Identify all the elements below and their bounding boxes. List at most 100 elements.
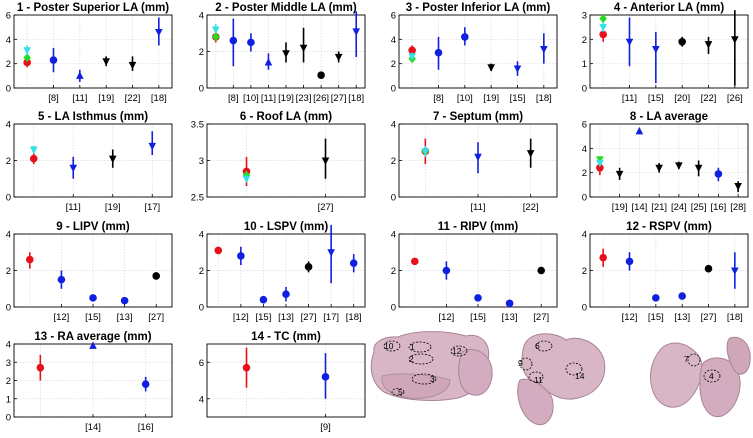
data-point	[76, 69, 84, 82]
panel-title: 10 - LSPV (mm)	[244, 221, 329, 233]
panel-14: 4 6 [9] 14 - TC (mm)	[199, 331, 366, 433]
marker-circle	[537, 266, 545, 275]
ytick-label: 0	[391, 193, 396, 204]
plot-area	[399, 15, 557, 88]
data-point	[731, 252, 739, 289]
data-point	[148, 131, 157, 156]
data-point	[89, 341, 97, 349]
data-point	[694, 160, 703, 177]
panel-title: 7 - Septum (mm)	[433, 111, 523, 123]
anatomy-region-11	[528, 371, 544, 383]
axes-box	[206, 233, 366, 308]
anatomy-region-2	[408, 353, 434, 365]
data-point	[321, 138, 330, 179]
data-point	[678, 36, 686, 47]
ytick-label: 2	[391, 266, 396, 277]
marker-circle	[259, 295, 268, 304]
ytick-label: 4	[391, 230, 396, 241]
anatomy-region-14	[565, 362, 583, 376]
data-point	[714, 167, 723, 182]
xtick-label: [27]	[533, 312, 549, 323]
ytick-label: 2	[391, 59, 396, 70]
marker-triangle-down	[327, 249, 335, 257]
marker-triangle-down	[211, 26, 220, 34]
xtick-label: [11]	[622, 93, 637, 104]
marker-circle	[29, 154, 38, 163]
ytick-label: 2	[6, 266, 11, 277]
marker-triangle-up	[89, 341, 97, 349]
marker-circle	[23, 58, 31, 67]
anatomy-region-1	[408, 341, 432, 353]
ytick-label: 4	[6, 340, 11, 351]
marker-circle	[214, 246, 223, 255]
data-point	[89, 294, 97, 302]
xtick-label: [11]	[72, 93, 87, 104]
ytick-label: 3	[199, 156, 204, 167]
data-point	[349, 254, 358, 273]
marker-circle	[120, 296, 129, 305]
axes-box	[13, 14, 173, 89]
marker-circle	[678, 292, 686, 300]
ytick-label: 4	[199, 11, 204, 22]
ytick-label: 0	[582, 303, 587, 314]
anatomy-region-10	[383, 340, 401, 352]
marker-triangle-down	[69, 164, 78, 173]
panel-11: 0 2 4 [12] [15] [13] [27] 11 - RIPV (mm)	[391, 221, 558, 323]
data-point	[214, 246, 223, 255]
marker-triangle-down	[155, 28, 163, 37]
data-point	[155, 17, 163, 46]
xtick-label: [13]	[674, 312, 690, 323]
panel-title: 4 - Anterior LA (mm)	[614, 2, 724, 14]
marker-triangle-down	[128, 61, 137, 70]
panel-title: 2 - Poster Middle LA (mm)	[215, 2, 357, 14]
data-point	[731, 10, 739, 86]
xtick-label: [16]	[710, 202, 726, 213]
anatomy-label-5: 5	[398, 387, 403, 397]
data-point	[513, 61, 522, 76]
anatomy-label-11: 11	[534, 375, 543, 385]
anatomy-region-5	[391, 388, 405, 396]
marker-circle	[652, 294, 660, 302]
marker-circle	[411, 257, 419, 266]
xtick-label: [18]	[536, 93, 552, 104]
ytick-label: 6	[391, 11, 396, 22]
data-point	[408, 52, 416, 61]
ytick-label: 6	[582, 120, 587, 131]
ytick-label: 2	[199, 266, 204, 277]
marker-triangle-down	[334, 53, 343, 62]
plot-area	[590, 15, 748, 88]
anatomy-label-7: 7	[684, 354, 689, 364]
xtick-label: [16]	[138, 422, 154, 433]
marker-circle	[49, 56, 58, 64]
ytick-label: 0	[391, 303, 396, 314]
xtick-label: [10]	[243, 93, 259, 104]
data-point	[635, 126, 644, 135]
xtick-label: [8]	[48, 93, 59, 104]
ytick-label: 0	[6, 84, 11, 95]
marker-circle	[36, 363, 45, 372]
anatomy-view-lateral: 6 9 11 14	[517, 333, 606, 426]
marker-triangle-down	[408, 53, 416, 61]
marker-triangle-down	[615, 170, 624, 179]
data-point	[264, 53, 273, 70]
marker-circle	[474, 294, 482, 302]
marker-triangle-down	[102, 58, 110, 66]
plot-area	[590, 124, 748, 197]
data-point	[29, 153, 38, 165]
marker-triangle-up	[264, 58, 273, 66]
data-point	[442, 261, 451, 280]
marker-triangle-down	[675, 162, 683, 170]
panel-3: 0 2 4 6 [8] [10] [19] [15] [18] 3 - Poster Inferi…	[391, 2, 558, 104]
data-point	[487, 63, 495, 72]
marker-circle	[237, 252, 245, 260]
ytick-label: 2.5	[191, 193, 204, 204]
ytick-label: 4	[582, 230, 587, 241]
xtick-label: [19]	[612, 202, 628, 213]
data-point	[237, 246, 245, 266]
axes-box	[589, 123, 749, 198]
marker-triangle-down	[148, 142, 157, 151]
panel-title: 6 - Roof LA (mm)	[240, 111, 332, 123]
marker-circle	[461, 33, 469, 41]
axes-box	[589, 233, 749, 308]
ytick-label: 2	[6, 59, 11, 70]
